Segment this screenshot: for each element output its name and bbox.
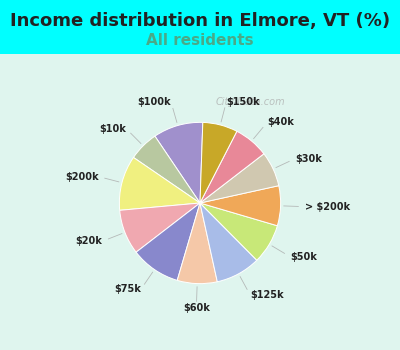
Wedge shape (136, 203, 200, 280)
Wedge shape (200, 186, 281, 226)
Text: $20k: $20k (76, 236, 102, 246)
Text: > $200k: > $200k (305, 202, 350, 212)
Wedge shape (134, 136, 200, 203)
Text: $125k: $125k (250, 290, 284, 300)
Text: $40k: $40k (267, 118, 294, 127)
Text: $150k: $150k (226, 97, 260, 106)
Wedge shape (200, 203, 277, 260)
Text: $10k: $10k (99, 124, 126, 134)
Wedge shape (120, 203, 200, 252)
Text: $30k: $30k (295, 154, 322, 164)
Text: $100k: $100k (138, 97, 171, 107)
Wedge shape (155, 122, 203, 203)
Wedge shape (200, 122, 237, 203)
Wedge shape (200, 203, 257, 282)
Text: $75k: $75k (114, 285, 141, 294)
Text: $60k: $60k (183, 303, 210, 313)
Wedge shape (200, 154, 279, 203)
Wedge shape (200, 131, 264, 203)
Text: Income distribution in Elmore, VT (%): Income distribution in Elmore, VT (%) (10, 12, 390, 30)
Text: City-Data.com: City-Data.com (216, 97, 285, 107)
Text: $50k: $50k (290, 252, 317, 262)
Text: $200k: $200k (65, 172, 98, 182)
Wedge shape (177, 203, 217, 284)
Text: All residents: All residents (146, 33, 254, 48)
Wedge shape (119, 158, 200, 210)
